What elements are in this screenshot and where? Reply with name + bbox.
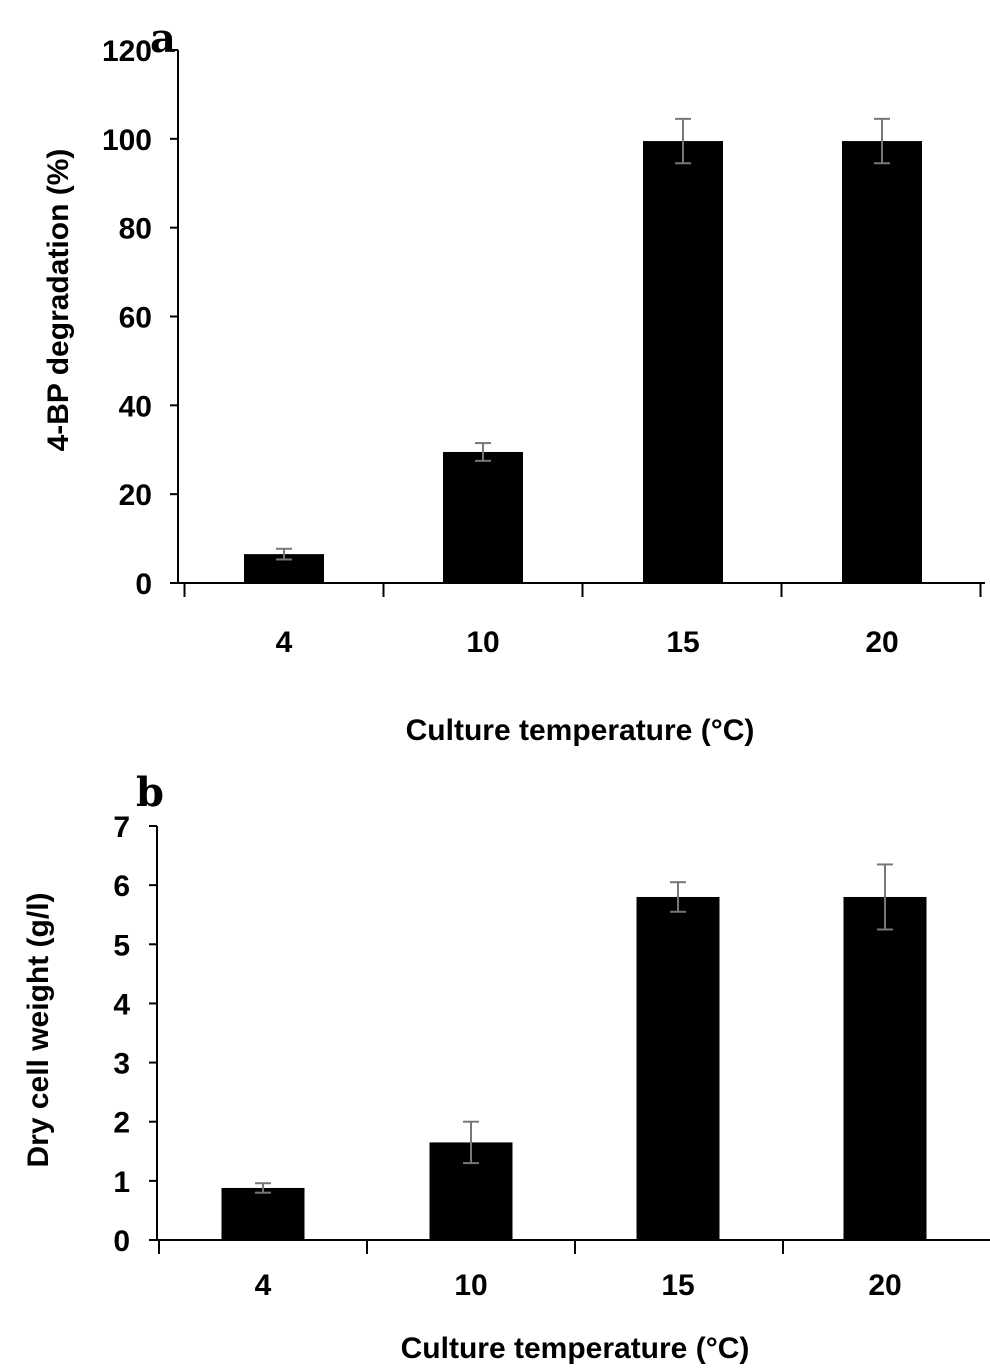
- panel-a-y-axis-title: 4-BP degradation (%): [42, 149, 75, 452]
- panel-b-y-tick-label: 7: [113, 811, 130, 844]
- panel-b-bar-20: [843, 896, 927, 1240]
- panel-a-x-tick-label-4: 4: [276, 626, 293, 659]
- panel-a-y-tick-label: 60: [119, 302, 152, 335]
- panel-b-y-axis-title: Dry cell weight (g/l): [22, 892, 55, 1167]
- panel-a-axes: [170, 49, 985, 597]
- panel-a-x-tick-labels: 4 10 15 20: [276, 626, 899, 659]
- panel-a-x-tick-label-20: 20: [865, 626, 898, 659]
- panel-b-x-tick-label-10: 10: [454, 1269, 487, 1302]
- panel-a-letter: a: [150, 15, 176, 62]
- panel-b-bar-15: [636, 896, 720, 1240]
- panel-a-y-tick-labels: 0 20 40 60 80 100 120: [102, 35, 152, 601]
- panel-a-bar-20: [842, 141, 922, 583]
- panel-a: a 0 20 40 60 80 100 120 4 10 15 20 Culture temper…: [42, 15, 985, 747]
- panel-b-y-tick-label: 5: [113, 929, 130, 962]
- panel-a-y-tick-label: 40: [119, 390, 152, 423]
- panel-b-y-tick-label: 6: [113, 870, 130, 903]
- panel-a-bar-15: [643, 141, 723, 583]
- panel-b-x-tick-label-4: 4: [255, 1269, 272, 1302]
- panel-a-x-axis-title: Culture temperature (°C): [406, 714, 755, 747]
- panel-b: b 0 1 2 3 4 5 6 7 4 10 15 20 Culture temperature (…: [22, 769, 990, 1365]
- panel-a-x-tick-label-15: 15: [666, 626, 699, 659]
- panel-a-y-tick-label: 0: [135, 568, 152, 601]
- panel-a-bar-10: [443, 451, 523, 583]
- panel-a-error-bars: [276, 117, 890, 561]
- panel-a-y-tick-label: 20: [119, 479, 152, 512]
- panel-a-y-tick-label: 80: [119, 213, 152, 246]
- panel-b-y-tick-labels: 0 1 2 3 4 5 6 7: [113, 811, 130, 1258]
- panel-b-y-tick-label: 1: [113, 1166, 130, 1199]
- panel-b-error-bars: [255, 863, 893, 1194]
- panel-b-bar-4: [221, 1187, 305, 1240]
- panel-b-y-tick-label: 4: [113, 988, 130, 1021]
- panel-b-y-tick-label: 2: [113, 1107, 130, 1140]
- panel-b-y-tick-label: 3: [113, 1048, 130, 1081]
- panel-a-bars: [244, 141, 922, 583]
- panel-b-x-axis-title: Culture temperature (°C): [401, 1332, 750, 1365]
- panel-b-x-tick-label-15: 15: [661, 1269, 694, 1302]
- panel-a-y-tick-label: 100: [102, 124, 152, 157]
- panel-b-y-tick-label: 0: [113, 1225, 130, 1258]
- panel-b-axes: [149, 825, 990, 1254]
- panel-b-x-tick-labels: 4 10 15 20: [255, 1269, 902, 1302]
- panel-a-y-tick-label: 120: [102, 35, 152, 68]
- panel-b-x-tick-label-20: 20: [868, 1269, 901, 1302]
- panel-b-letter: b: [136, 769, 164, 816]
- panel-a-x-tick-label-10: 10: [466, 626, 499, 659]
